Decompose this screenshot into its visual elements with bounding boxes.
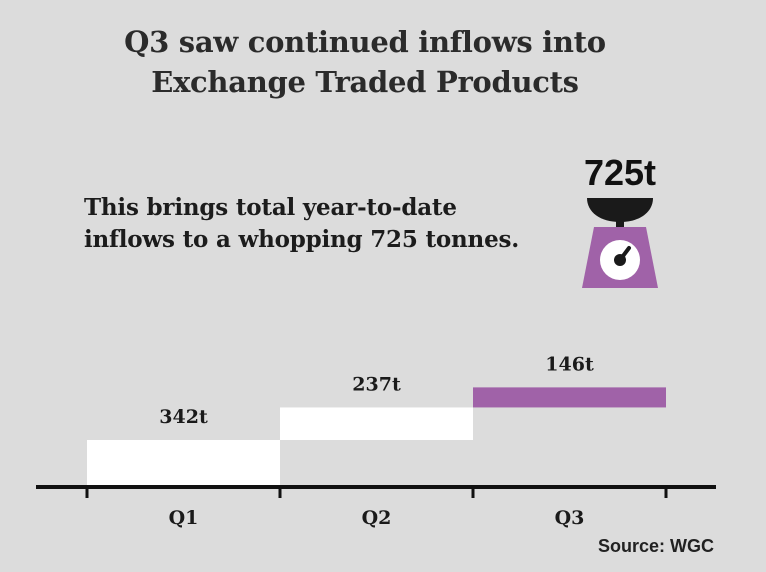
data-label-q3: 146t bbox=[545, 353, 594, 375]
source-note: Source: WGC bbox=[597, 536, 714, 556]
scale-dial-needle bbox=[618, 246, 631, 262]
subtitle-line-2: inflows to a whopping 725 tonnes. bbox=[84, 226, 520, 253]
scale-icon bbox=[582, 198, 658, 288]
subtitle-line-1: This brings total year-to-date bbox=[84, 194, 457, 221]
data-label-q2: 237t bbox=[352, 373, 401, 395]
chart-title: Q3 saw continued inflows into Exchange T… bbox=[0, 22, 730, 102]
scale-pan bbox=[587, 198, 653, 222]
bar-q2 bbox=[280, 407, 473, 441]
total-label: 725t bbox=[583, 152, 657, 193]
chart-subtitle: This brings total year-to-date inflows t… bbox=[84, 192, 519, 256]
title-line-1: Q3 saw continued inflows into bbox=[124, 25, 606, 59]
data-label-q1: 342t bbox=[159, 406, 208, 428]
x-tick-label-q2: Q2 bbox=[362, 507, 392, 529]
bar-q3 bbox=[473, 387, 666, 408]
bar-q1 bbox=[87, 440, 280, 487]
x-tick-label-q1: Q1 bbox=[169, 507, 199, 529]
scale-neck bbox=[616, 220, 624, 228]
title-line-2: Exchange Traded Products bbox=[151, 65, 579, 99]
x-tick-label-q3: Q3 bbox=[555, 507, 585, 529]
